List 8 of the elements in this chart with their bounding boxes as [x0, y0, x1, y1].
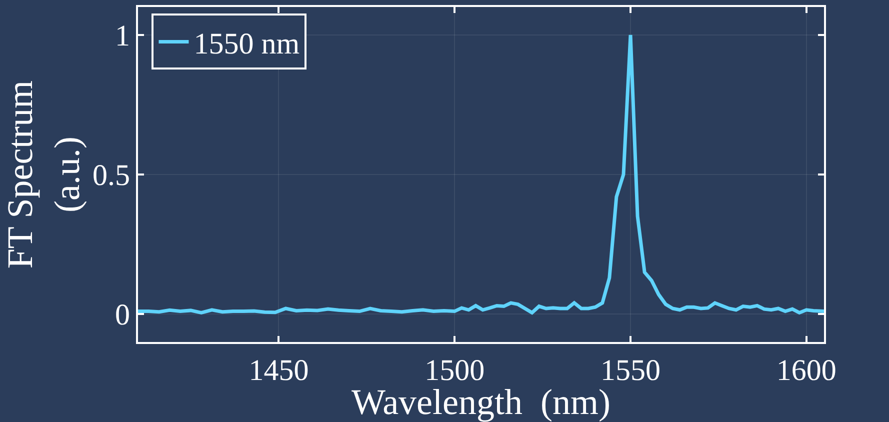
- y-tick-label: 0.5: [92, 159, 130, 192]
- legend-label: 1550 nm: [194, 27, 300, 60]
- x-tick-label: 1450: [248, 354, 309, 387]
- line-series: [138, 33, 824, 314]
- y-tick-label: 0: [115, 298, 130, 332]
- y-tick-label: 1: [115, 19, 130, 52]
- x-tick-label: 1600: [776, 354, 836, 387]
- y-axis-title: FT Spectrum (a.u.): [0, 80, 87, 269]
